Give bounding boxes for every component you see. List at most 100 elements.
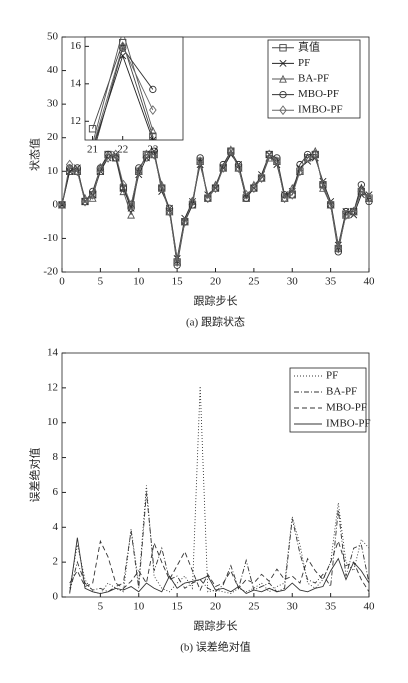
marker bbox=[165, 206, 174, 217]
marker bbox=[272, 157, 281, 165]
y-tick-label: 20 bbox=[47, 131, 59, 143]
marker bbox=[58, 199, 66, 210]
marker bbox=[279, 59, 287, 67]
marker bbox=[319, 179, 327, 190]
series-line bbox=[69, 492, 370, 593]
x-tick-label: 15 bbox=[172, 601, 184, 613]
y-tick-label: -10 bbox=[43, 232, 58, 244]
y-tick-label: 8 bbox=[53, 451, 59, 463]
marker bbox=[334, 243, 343, 254]
marker bbox=[257, 173, 266, 183]
x-tick-label: 10 bbox=[133, 276, 145, 288]
x-tick-label: 0 bbox=[59, 276, 65, 288]
y-tick-label: 40 bbox=[47, 64, 59, 76]
marker bbox=[303, 153, 312, 162]
marker bbox=[142, 149, 151, 160]
y-axis-label: 状态值 bbox=[28, 138, 42, 171]
series-group bbox=[88, 28, 157, 140]
marker bbox=[265, 149, 273, 160]
y-tick-label: 30 bbox=[47, 98, 59, 110]
marker bbox=[119, 179, 128, 190]
marker bbox=[227, 146, 235, 157]
caption: (b) 误差绝对值 bbox=[180, 640, 251, 654]
marker bbox=[88, 193, 97, 202]
series-line bbox=[93, 37, 154, 140]
y-tick-label: 10 bbox=[47, 165, 59, 177]
marker bbox=[181, 216, 189, 227]
marker bbox=[148, 126, 157, 135]
marker bbox=[219, 163, 228, 172]
marker bbox=[279, 90, 287, 99]
marker bbox=[196, 154, 204, 162]
marker bbox=[134, 167, 143, 175]
y-tick-label: 10 bbox=[47, 416, 59, 428]
marker bbox=[234, 162, 243, 173]
marker bbox=[365, 197, 373, 206]
y-tick-label: 12 bbox=[47, 381, 58, 393]
marker bbox=[303, 152, 312, 163]
marker bbox=[279, 74, 287, 83]
marker bbox=[96, 162, 105, 173]
x-tick-label: 15 bbox=[172, 276, 184, 288]
marker bbox=[219, 162, 227, 173]
y-tick-label: 14 bbox=[70, 77, 82, 89]
marker bbox=[118, 41, 127, 52]
marker bbox=[265, 153, 274, 162]
x-tick-label: 30 bbox=[287, 601, 299, 613]
y-tick-label: 16 bbox=[70, 40, 82, 52]
x-axis-label: 跟踪步长 bbox=[194, 619, 238, 633]
marker bbox=[188, 196, 197, 207]
marker bbox=[119, 28, 125, 34]
marker bbox=[150, 149, 158, 160]
marker bbox=[334, 248, 342, 256]
legend-label: MBO-PF bbox=[326, 402, 367, 414]
marker bbox=[134, 166, 143, 177]
marker bbox=[296, 166, 304, 177]
marker bbox=[211, 183, 220, 194]
series-group bbox=[58, 145, 373, 269]
series-group bbox=[69, 386, 370, 595]
y-tick-label: 0 bbox=[53, 198, 59, 210]
marker bbox=[127, 199, 135, 210]
marker bbox=[149, 85, 157, 94]
marker bbox=[280, 193, 289, 202]
marker bbox=[357, 186, 366, 197]
legend-label: BA-PF bbox=[326, 386, 357, 398]
x-tick-label: 20 bbox=[210, 601, 222, 613]
x-axis-label: 跟踪步长 bbox=[194, 294, 238, 308]
legend-label: PF bbox=[326, 370, 338, 382]
legend-label: PF bbox=[298, 57, 310, 69]
marker bbox=[73, 167, 82, 175]
series-line bbox=[96, 47, 154, 140]
legend-label: IMBO-PF bbox=[326, 418, 371, 430]
marker bbox=[104, 152, 112, 163]
marker bbox=[111, 149, 120, 160]
marker bbox=[250, 183, 258, 194]
marker bbox=[158, 183, 166, 194]
marker bbox=[288, 189, 297, 200]
marker bbox=[365, 193, 373, 204]
marker bbox=[342, 209, 350, 220]
marker bbox=[88, 189, 97, 200]
marker bbox=[165, 207, 174, 216]
marker bbox=[65, 159, 74, 170]
marker bbox=[342, 210, 350, 219]
y-tick-label: 50 bbox=[47, 31, 59, 43]
y-tick-label: 0 bbox=[53, 591, 59, 603]
caption: (a) 跟踪状态 bbox=[186, 315, 245, 329]
legend-label: IMBO-PF bbox=[298, 104, 343, 116]
marker bbox=[279, 105, 287, 116]
x-tick-label: 30 bbox=[287, 276, 299, 288]
marker bbox=[127, 210, 136, 219]
legend-box bbox=[289, 367, 367, 433]
marker bbox=[173, 256, 181, 267]
series-line bbox=[94, 45, 154, 140]
y-tick-label: 12 bbox=[70, 115, 81, 127]
marker bbox=[280, 193, 289, 204]
marker bbox=[279, 44, 287, 52]
marker bbox=[119, 44, 127, 52]
series-line bbox=[69, 537, 370, 595]
marker bbox=[73, 166, 82, 177]
marker bbox=[311, 149, 320, 160]
